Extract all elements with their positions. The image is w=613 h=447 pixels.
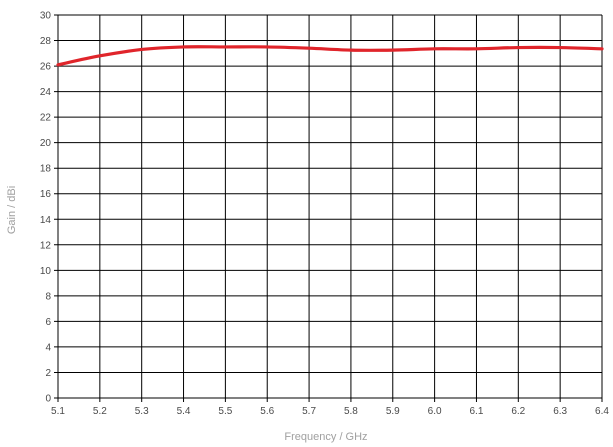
y-tick-label-2: 4 [45,342,51,353]
y-tick-label-12: 24 [40,87,52,98]
x-tick-label-13: 6.4 [595,406,609,417]
gain-series-line-0 [56,45,604,67]
x-tick-layer: 5.1 5.2 5.3 5.4 5.5 5.6 5.7 5.8 5.9 6.0 6.1 6.2 6.3 6… [51,406,609,417]
series-layer [56,45,604,67]
y-axis-title: Gain / dBi [6,186,18,234]
y-tick-label-10: 20 [40,138,52,149]
y-tick-label-9: 18 [40,164,52,175]
y-tick-label-8: 16 [40,189,52,200]
x-tick-label-8: 5.9 [386,406,400,417]
y-tick-label-4: 8 [45,291,51,302]
y-tick-label-15: 30 [40,11,52,22]
y-tick-label-13: 26 [40,62,52,73]
x-tick-label-1: 5.2 [93,406,107,417]
x-tick-label-3: 5.4 [177,406,191,417]
x-tick-label-12: 6.3 [553,406,567,417]
y-tick-label-1: 2 [45,368,51,379]
y-tick-label-14: 28 [40,36,52,47]
x-tick-label-9: 6.0 [428,406,442,417]
x-tick-label-6: 5.7 [302,406,316,417]
x-tick-label-2: 5.3 [135,406,149,417]
x-tick-label-10: 6.1 [470,406,484,417]
y-tick-label-11: 22 [40,113,52,124]
y-tick-label-3: 6 [45,317,51,328]
x-tick-label-7: 5.8 [344,406,358,417]
x-tick-label-0: 5.1 [51,406,65,417]
y-tick-label-6: 12 [40,240,52,251]
x-tick-label-5: 5.6 [260,406,274,417]
y-tick-label-7: 14 [40,215,52,226]
x-tick-label-11: 6.2 [511,406,525,417]
grid-layer [54,14,603,402]
y-tick-label-0: 0 [45,394,51,405]
y-tick-label-5: 10 [40,266,52,277]
x-axis-title: Frequency / GHz [284,431,367,443]
x-tick-label-4: 5.5 [218,406,232,417]
